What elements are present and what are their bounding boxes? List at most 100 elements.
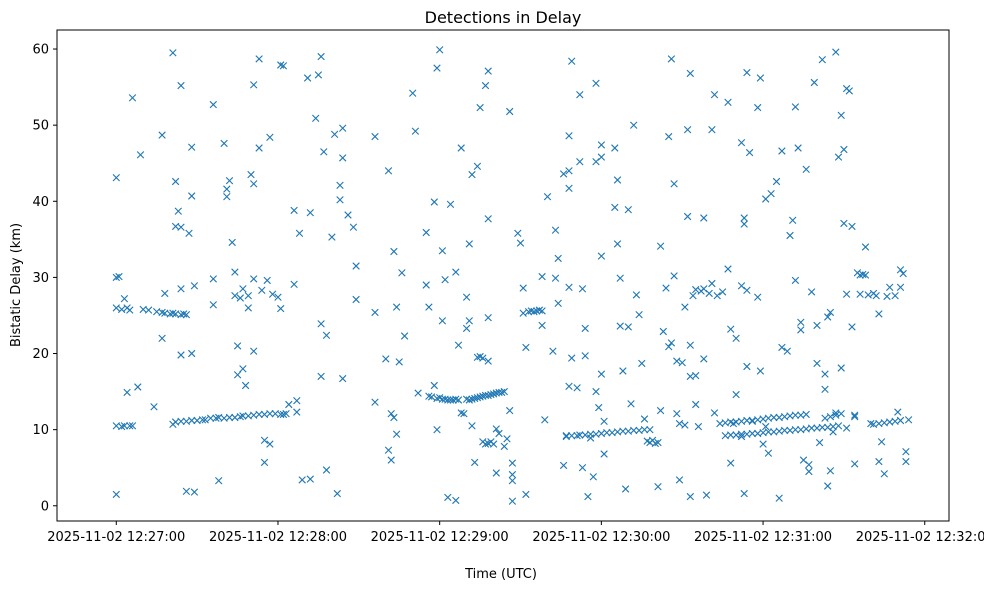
- data-point: [802, 165, 810, 173]
- data-point: [778, 343, 786, 352]
- data-point: [762, 422, 770, 431]
- data-point: [433, 64, 441, 72]
- data-point: [770, 413, 778, 422]
- data-point: [498, 388, 506, 397]
- data-point: [336, 196, 344, 204]
- data-point: [549, 347, 557, 355]
- data-point: [247, 170, 255, 179]
- data-point: [562, 432, 570, 440]
- data-point: [180, 310, 188, 318]
- data-point: [328, 233, 336, 241]
- data-point: [322, 331, 331, 339]
- data-point: [554, 299, 562, 307]
- data-point: [891, 292, 899, 300]
- data-point: [398, 269, 406, 277]
- data-point: [565, 167, 573, 175]
- data-point: [161, 289, 169, 298]
- y-axis: 0 10 20 30 40 50 60: [32, 43, 57, 514]
- data-point: [829, 428, 837, 436]
- data-point: [500, 387, 508, 396]
- data-point: [112, 304, 120, 312]
- data-point: [519, 309, 527, 317]
- data-point: [473, 394, 482, 402]
- data-point: [764, 428, 773, 436]
- data-point: [500, 442, 508, 451]
- data-point: [597, 153, 606, 161]
- data-point: [737, 282, 746, 290]
- data-point: [339, 154, 347, 162]
- data-point: [306, 209, 314, 217]
- data-point: [535, 306, 544, 314]
- plot-frame: [56, 29, 950, 522]
- data-point: [619, 427, 627, 435]
- data-point: [576, 158, 584, 166]
- data-point: [743, 68, 751, 77]
- data-point: [177, 351, 185, 359]
- data-point: [285, 400, 293, 409]
- data-point: [409, 89, 417, 97]
- data-point: [586, 430, 595, 438]
- data-point: [568, 57, 576, 65]
- data-point: [438, 317, 447, 325]
- data-point: [737, 432, 746, 441]
- data-point: [239, 285, 247, 293]
- data-point: [371, 398, 379, 406]
- data-point: [266, 440, 274, 448]
- data-point: [840, 219, 848, 228]
- data-point: [864, 291, 872, 299]
- data-point: [783, 347, 791, 355]
- data-point: [551, 274, 560, 282]
- data-point: [824, 482, 832, 490]
- data-point: [875, 457, 883, 466]
- data-point: [457, 409, 465, 417]
- data-point: [791, 411, 800, 419]
- data-point: [481, 81, 490, 90]
- data-point: [877, 438, 886, 446]
- data-point: [112, 490, 120, 499]
- data-point: [681, 303, 689, 311]
- data-point: [875, 310, 883, 318]
- data-point: [665, 343, 673, 351]
- data-point: [592, 387, 600, 396]
- data-point: [797, 318, 805, 326]
- data-point: [462, 395, 471, 403]
- data-point: [436, 46, 444, 54]
- data-point: [686, 69, 694, 78]
- x-tick-label: 2025-11-02 12:28:00: [209, 530, 347, 545]
- data-point: [384, 446, 393, 454]
- data-point: [667, 55, 676, 63]
- data-point: [112, 273, 120, 282]
- data-point: [619, 367, 627, 375]
- data-point: [589, 473, 597, 481]
- data-point: [215, 477, 223, 485]
- data-point: [826, 413, 835, 421]
- data-point: [233, 371, 242, 379]
- data-points: [112, 46, 913, 505]
- data-point: [611, 203, 619, 212]
- x-tick-label: 2025-11-02 12:30:00: [532, 530, 670, 545]
- data-point: [433, 426, 441, 434]
- data-point: [767, 190, 775, 198]
- data-point: [611, 144, 619, 152]
- data-point: [538, 321, 546, 330]
- data-point: [293, 397, 301, 405]
- data-point: [894, 408, 902, 416]
- data-point: [856, 271, 864, 279]
- data-point: [667, 339, 676, 347]
- data-point: [872, 292, 880, 300]
- data-point: [848, 323, 856, 331]
- data-point: [681, 421, 689, 429]
- data-point: [427, 393, 436, 401]
- data-point: [314, 71, 323, 79]
- data-point: [740, 220, 748, 228]
- data-point: [158, 131, 166, 139]
- data-point: [182, 487, 191, 495]
- data-point: [675, 419, 684, 428]
- data-point: [390, 247, 398, 256]
- x-tick-label: 2025-11-02 12:32:00: [856, 530, 984, 545]
- data-point: [290, 280, 298, 288]
- data-point: [508, 459, 517, 467]
- data-point: [344, 211, 352, 219]
- data-point: [282, 410, 290, 418]
- data-point: [840, 145, 848, 154]
